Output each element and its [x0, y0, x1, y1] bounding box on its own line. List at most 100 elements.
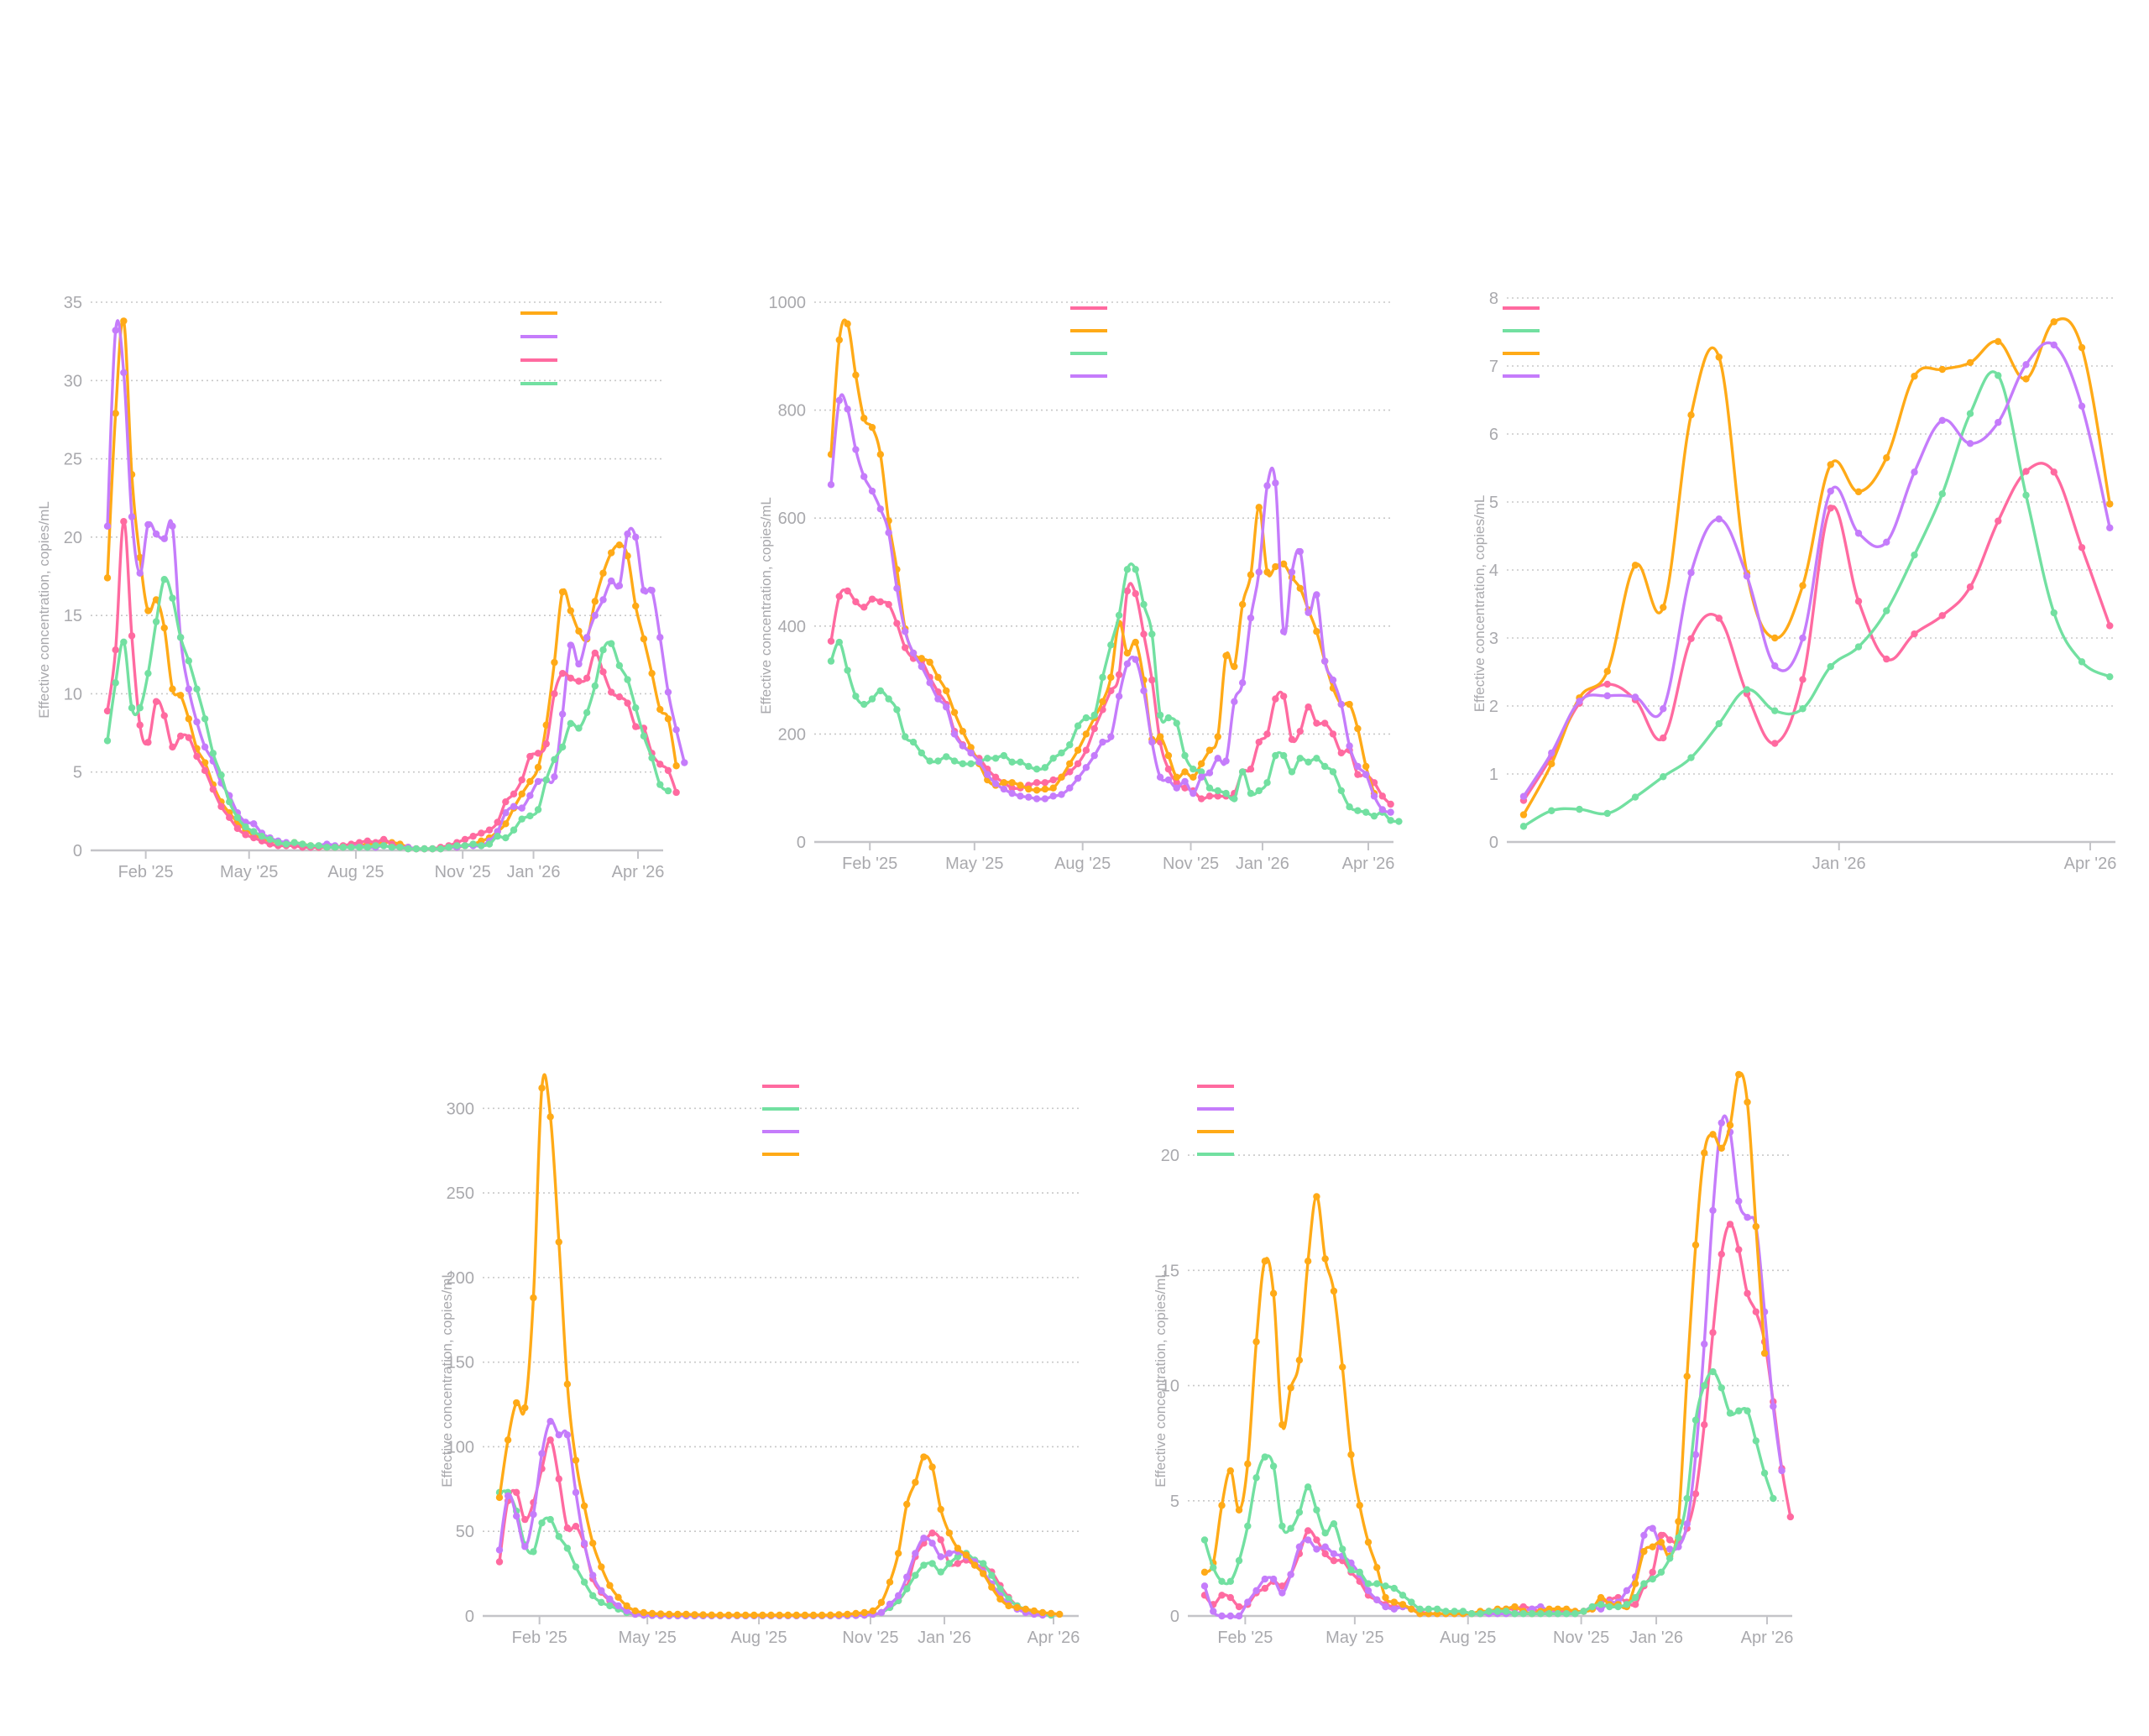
data-point[interactable]: [112, 646, 119, 654]
data-point[interactable]: [844, 320, 851, 327]
data-point[interactable]: [169, 522, 176, 530]
data-point[interactable]: [818, 1611, 826, 1619]
data-point[interactable]: [599, 569, 607, 577]
data-point[interactable]: [1660, 734, 1667, 742]
data-point[interactable]: [1373, 1580, 1381, 1587]
data-point[interactable]: [1631, 1593, 1639, 1602]
data-point[interactable]: [1066, 784, 1074, 792]
data-point[interactable]: [583, 709, 591, 717]
data-point[interactable]: [555, 1475, 562, 1482]
data-point[interactable]: [1691, 1241, 1700, 1249]
data-point[interactable]: [193, 718, 201, 726]
data-point[interactable]: [538, 1450, 546, 1457]
data-point[interactable]: [331, 844, 339, 851]
data-point[interactable]: [1687, 411, 1695, 419]
data-point[interactable]: [1313, 591, 1320, 599]
data-point[interactable]: [421, 844, 428, 853]
data-point[interactable]: [1190, 765, 1197, 773]
data-point[interactable]: [1744, 1098, 1751, 1106]
data-point[interactable]: [1744, 1407, 1751, 1414]
data-point[interactable]: [445, 844, 452, 851]
data-point[interactable]: [1735, 1407, 1743, 1414]
data-point[interactable]: [1416, 1605, 1424, 1613]
data-point[interactable]: [1339, 1363, 1346, 1371]
data-point[interactable]: [136, 569, 144, 577]
data-point[interactable]: [555, 1238, 562, 1246]
data-point[interactable]: [363, 837, 371, 845]
data-point[interactable]: [1173, 779, 1180, 787]
data-point[interactable]: [1786, 1513, 1795, 1521]
data-point[interactable]: [1115, 693, 1123, 700]
data-point[interactable]: [868, 595, 876, 603]
data-point[interactable]: [1058, 791, 1065, 798]
data-point[interactable]: [970, 1561, 979, 1569]
data-point[interactable]: [404, 844, 412, 853]
data-point[interactable]: [1082, 730, 1090, 738]
data-point[interactable]: [1631, 1580, 1639, 1587]
data-point[interactable]: [1649, 1568, 1656, 1577]
data-point[interactable]: [980, 1560, 987, 1567]
data-point[interactable]: [827, 1611, 834, 1618]
data-point[interactable]: [860, 700, 868, 709]
data-point[interactable]: [1033, 779, 1041, 787]
data-point[interactable]: [1519, 823, 1528, 830]
data-point[interactable]: [1770, 1494, 1777, 1503]
data-point[interactable]: [1911, 372, 1918, 380]
data-point[interactable]: [869, 1607, 877, 1615]
data-point[interactable]: [1691, 1490, 1700, 1498]
data-point[interactable]: [1140, 687, 1148, 695]
data-point[interactable]: [1263, 482, 1271, 489]
data-point[interactable]: [1597, 1601, 1605, 1608]
data-point[interactable]: [504, 1436, 512, 1444]
data-point[interactable]: [1657, 1538, 1665, 1546]
data-point[interactable]: [2022, 361, 2030, 369]
data-point[interactable]: [144, 520, 152, 529]
data-point[interactable]: [1339, 1545, 1346, 1553]
data-point[interactable]: [558, 743, 567, 751]
data-point[interactable]: [598, 1587, 605, 1594]
data-point[interactable]: [1362, 771, 1370, 778]
data-point[interactable]: [1459, 1608, 1467, 1615]
data-point[interactable]: [1493, 1608, 1502, 1615]
data-point[interactable]: [912, 1550, 919, 1557]
data-point[interactable]: [1313, 755, 1320, 762]
data-point[interactable]: [1370, 792, 1378, 800]
data-point[interactable]: [1408, 1605, 1415, 1613]
data-point[interactable]: [1329, 676, 1337, 684]
data-point[interactable]: [1771, 662, 1779, 670]
data-point[interactable]: [623, 1607, 630, 1615]
data-point[interactable]: [1047, 1609, 1055, 1618]
data-point[interactable]: [1911, 630, 1918, 638]
data-point[interactable]: [893, 620, 901, 627]
data-point[interactable]: [959, 727, 967, 735]
data-point[interactable]: [2050, 609, 2057, 617]
data-point[interactable]: [792, 1611, 801, 1619]
data-point[interactable]: [1321, 1550, 1329, 1558]
data-point[interactable]: [984, 771, 991, 778]
data-point[interactable]: [1337, 787, 1345, 795]
data-point[interactable]: [691, 1611, 698, 1618]
data-point[interactable]: [1030, 1607, 1038, 1615]
data-point[interactable]: [1320, 719, 1329, 727]
data-point[interactable]: [176, 634, 185, 641]
data-point[interactable]: [844, 405, 851, 413]
data-point[interactable]: [1442, 1608, 1450, 1615]
data-point[interactable]: [599, 668, 607, 676]
data-point[interactable]: [1017, 758, 1024, 766]
data-point[interactable]: [1883, 454, 1890, 462]
data-point[interactable]: [1140, 630, 1148, 638]
data-point[interactable]: [1287, 1384, 1294, 1392]
data-point[interactable]: [513, 1512, 520, 1520]
data-point[interactable]: [967, 744, 975, 751]
data-point[interactable]: [1752, 1308, 1760, 1315]
data-point[interactable]: [217, 803, 225, 810]
data-point[interactable]: [1132, 656, 1139, 663]
data-point[interactable]: [1675, 1534, 1682, 1541]
data-point[interactable]: [176, 732, 185, 740]
data-point[interactable]: [672, 726, 680, 734]
data-point[interactable]: [1235, 1556, 1243, 1565]
data-point[interactable]: [575, 627, 583, 635]
data-point[interactable]: [355, 844, 363, 851]
data-point[interactable]: [902, 733, 909, 740]
data-point[interactable]: [640, 635, 648, 643]
